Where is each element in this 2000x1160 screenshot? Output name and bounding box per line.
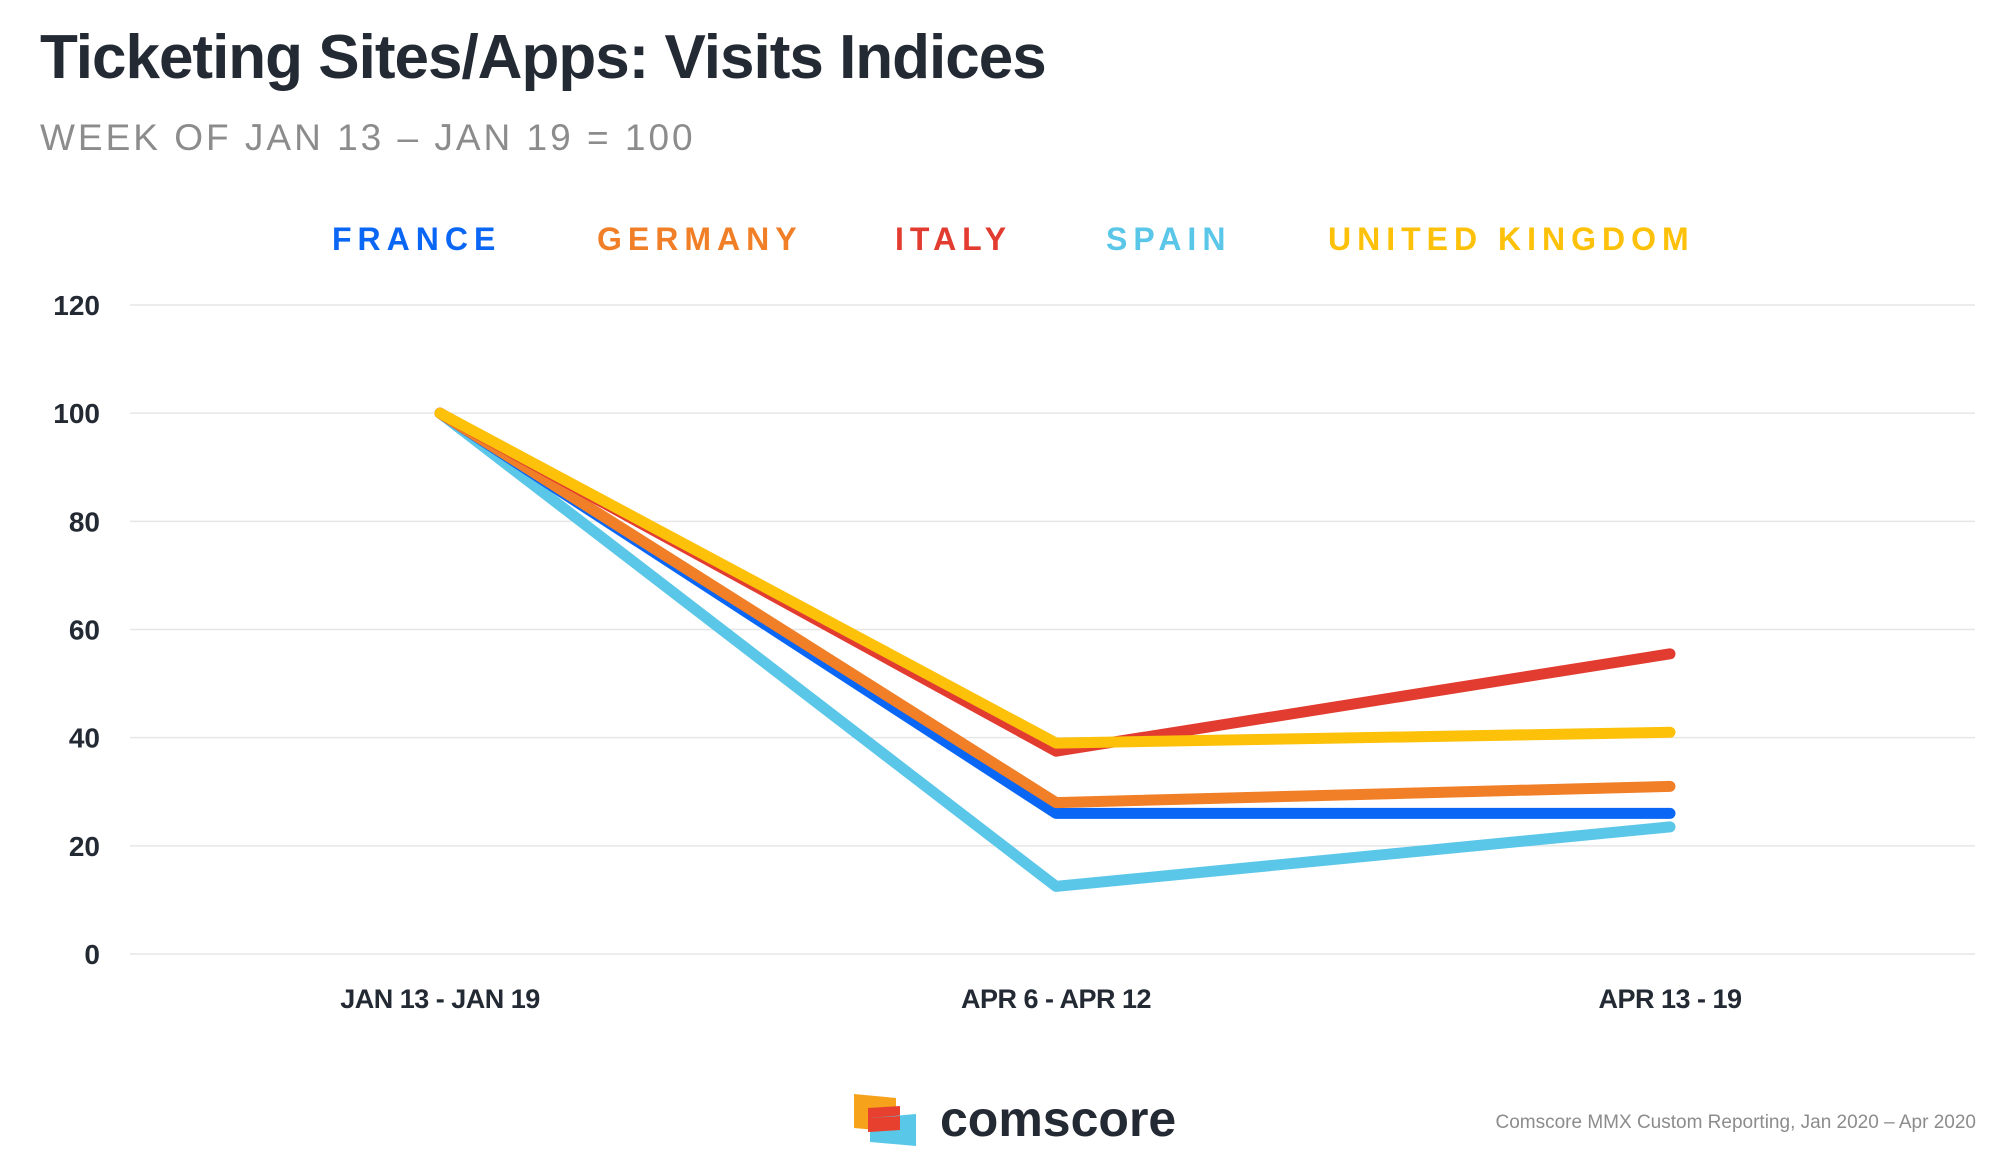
y-axis-ticks: 0 20 40 60 80 100 120 bbox=[53, 290, 100, 970]
source-note: Comscore MMX Custom Reporting, Jan 2020 … bbox=[1495, 1112, 1976, 1133]
y-tick-label: 0 bbox=[84, 939, 100, 970]
legend-item: FRANCE bbox=[332, 221, 501, 257]
y-tick-label: 80 bbox=[69, 506, 100, 537]
x-tick-label: APR 6 - APR 12 bbox=[961, 984, 1151, 1014]
comscore-logo-text: comscore bbox=[940, 1091, 1177, 1147]
series-line bbox=[434, 407, 1676, 809]
legend-item: ITALY bbox=[895, 221, 1012, 257]
series-line bbox=[434, 407, 1676, 757]
series-lines bbox=[434, 407, 1676, 892]
legend-item: SPAIN bbox=[1106, 221, 1231, 257]
legend-item: GERMANY bbox=[597, 221, 803, 257]
y-tick-label: 20 bbox=[69, 831, 100, 862]
y-tick-label: 40 bbox=[69, 723, 100, 754]
legend: FRANCE GERMANY ITALY SPAIN UNITED KINGDOM bbox=[332, 221, 1695, 257]
x-axis-ticks: JAN 13 - JAN 19 APR 6 - APR 12 APR 13 - 19 bbox=[340, 984, 1742, 1014]
x-tick-label: JAN 13 - JAN 19 bbox=[340, 984, 540, 1014]
comscore-logo: comscore bbox=[854, 1092, 1176, 1146]
legend-item: UNITED KINGDOM bbox=[1328, 221, 1695, 257]
gridlines bbox=[130, 304, 1975, 955]
comscore-logo-icon bbox=[854, 1092, 916, 1146]
y-tick-label: 60 bbox=[69, 615, 100, 646]
chart-title: Ticketing Sites/Apps: Visits Indices bbox=[40, 23, 1047, 92]
series-line bbox=[434, 407, 1676, 892]
chart-subtitle: WEEK OF JAN 13 – JAN 19 = 100 bbox=[40, 117, 696, 158]
y-tick-label: 120 bbox=[53, 290, 100, 321]
x-tick-label: APR 13 - 19 bbox=[1598, 984, 1742, 1014]
series-line bbox=[434, 407, 1676, 749]
y-tick-label: 100 bbox=[53, 398, 100, 429]
